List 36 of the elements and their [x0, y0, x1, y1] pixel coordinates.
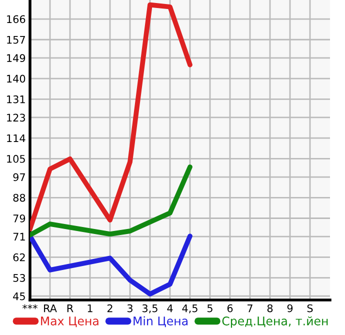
y-tick-label: 71 [13, 232, 25, 241]
x-tick-label: 1 [88, 304, 92, 312]
x-tick-label: 8 [267, 304, 273, 312]
x-tick-label: S [307, 304, 313, 312]
y-tick-label: 45 [13, 292, 25, 300]
legend-label: Min Цена [134, 316, 188, 328]
legend-label: Max Цена [41, 316, 98, 328]
x-tick-label: 5 [207, 304, 212, 312]
y-tick-label: 79 [13, 214, 26, 222]
x-tick-label: 9 [287, 304, 293, 312]
legend-label: Сред.Цена, т.йен [222, 316, 328, 328]
x-tick-label: R [67, 304, 74, 312]
y-tick-label: 97 [13, 173, 25, 182]
y-tick-label: 131 [7, 95, 25, 104]
x-tick-label: RA [44, 304, 57, 312]
x-tick-label: 6 [227, 304, 233, 312]
y-tick-label: 53 [13, 274, 25, 282]
y-tick-label: 62 [13, 253, 25, 262]
y-tick-label: 166 [7, 15, 26, 24]
y-tick-label: 157 [7, 36, 25, 44]
line-series [30, 164, 192, 238]
y-tick-label: 149 [7, 54, 26, 62]
x-tick-label: 7 [248, 304, 252, 312]
x-tick-label: 3 [127, 304, 132, 312]
y-tick-label: 88 [13, 194, 26, 202]
y-tick-label: 105 [7, 154, 25, 163]
x-tick-label: 2 [107, 304, 112, 312]
line-series [30, 234, 192, 296]
x-tick-label: *** [22, 304, 38, 310]
line-series [30, 2, 192, 232]
x-tick-label: 4,5 [182, 304, 198, 314]
y-tick-label: 140 [7, 74, 26, 83]
y-tick-label: 114 [7, 134, 26, 142]
x-tick-label: 3,5 [142, 304, 158, 314]
x-tick-label: 4 [167, 304, 173, 312]
y-tick-label: 123 [7, 114, 25, 122]
